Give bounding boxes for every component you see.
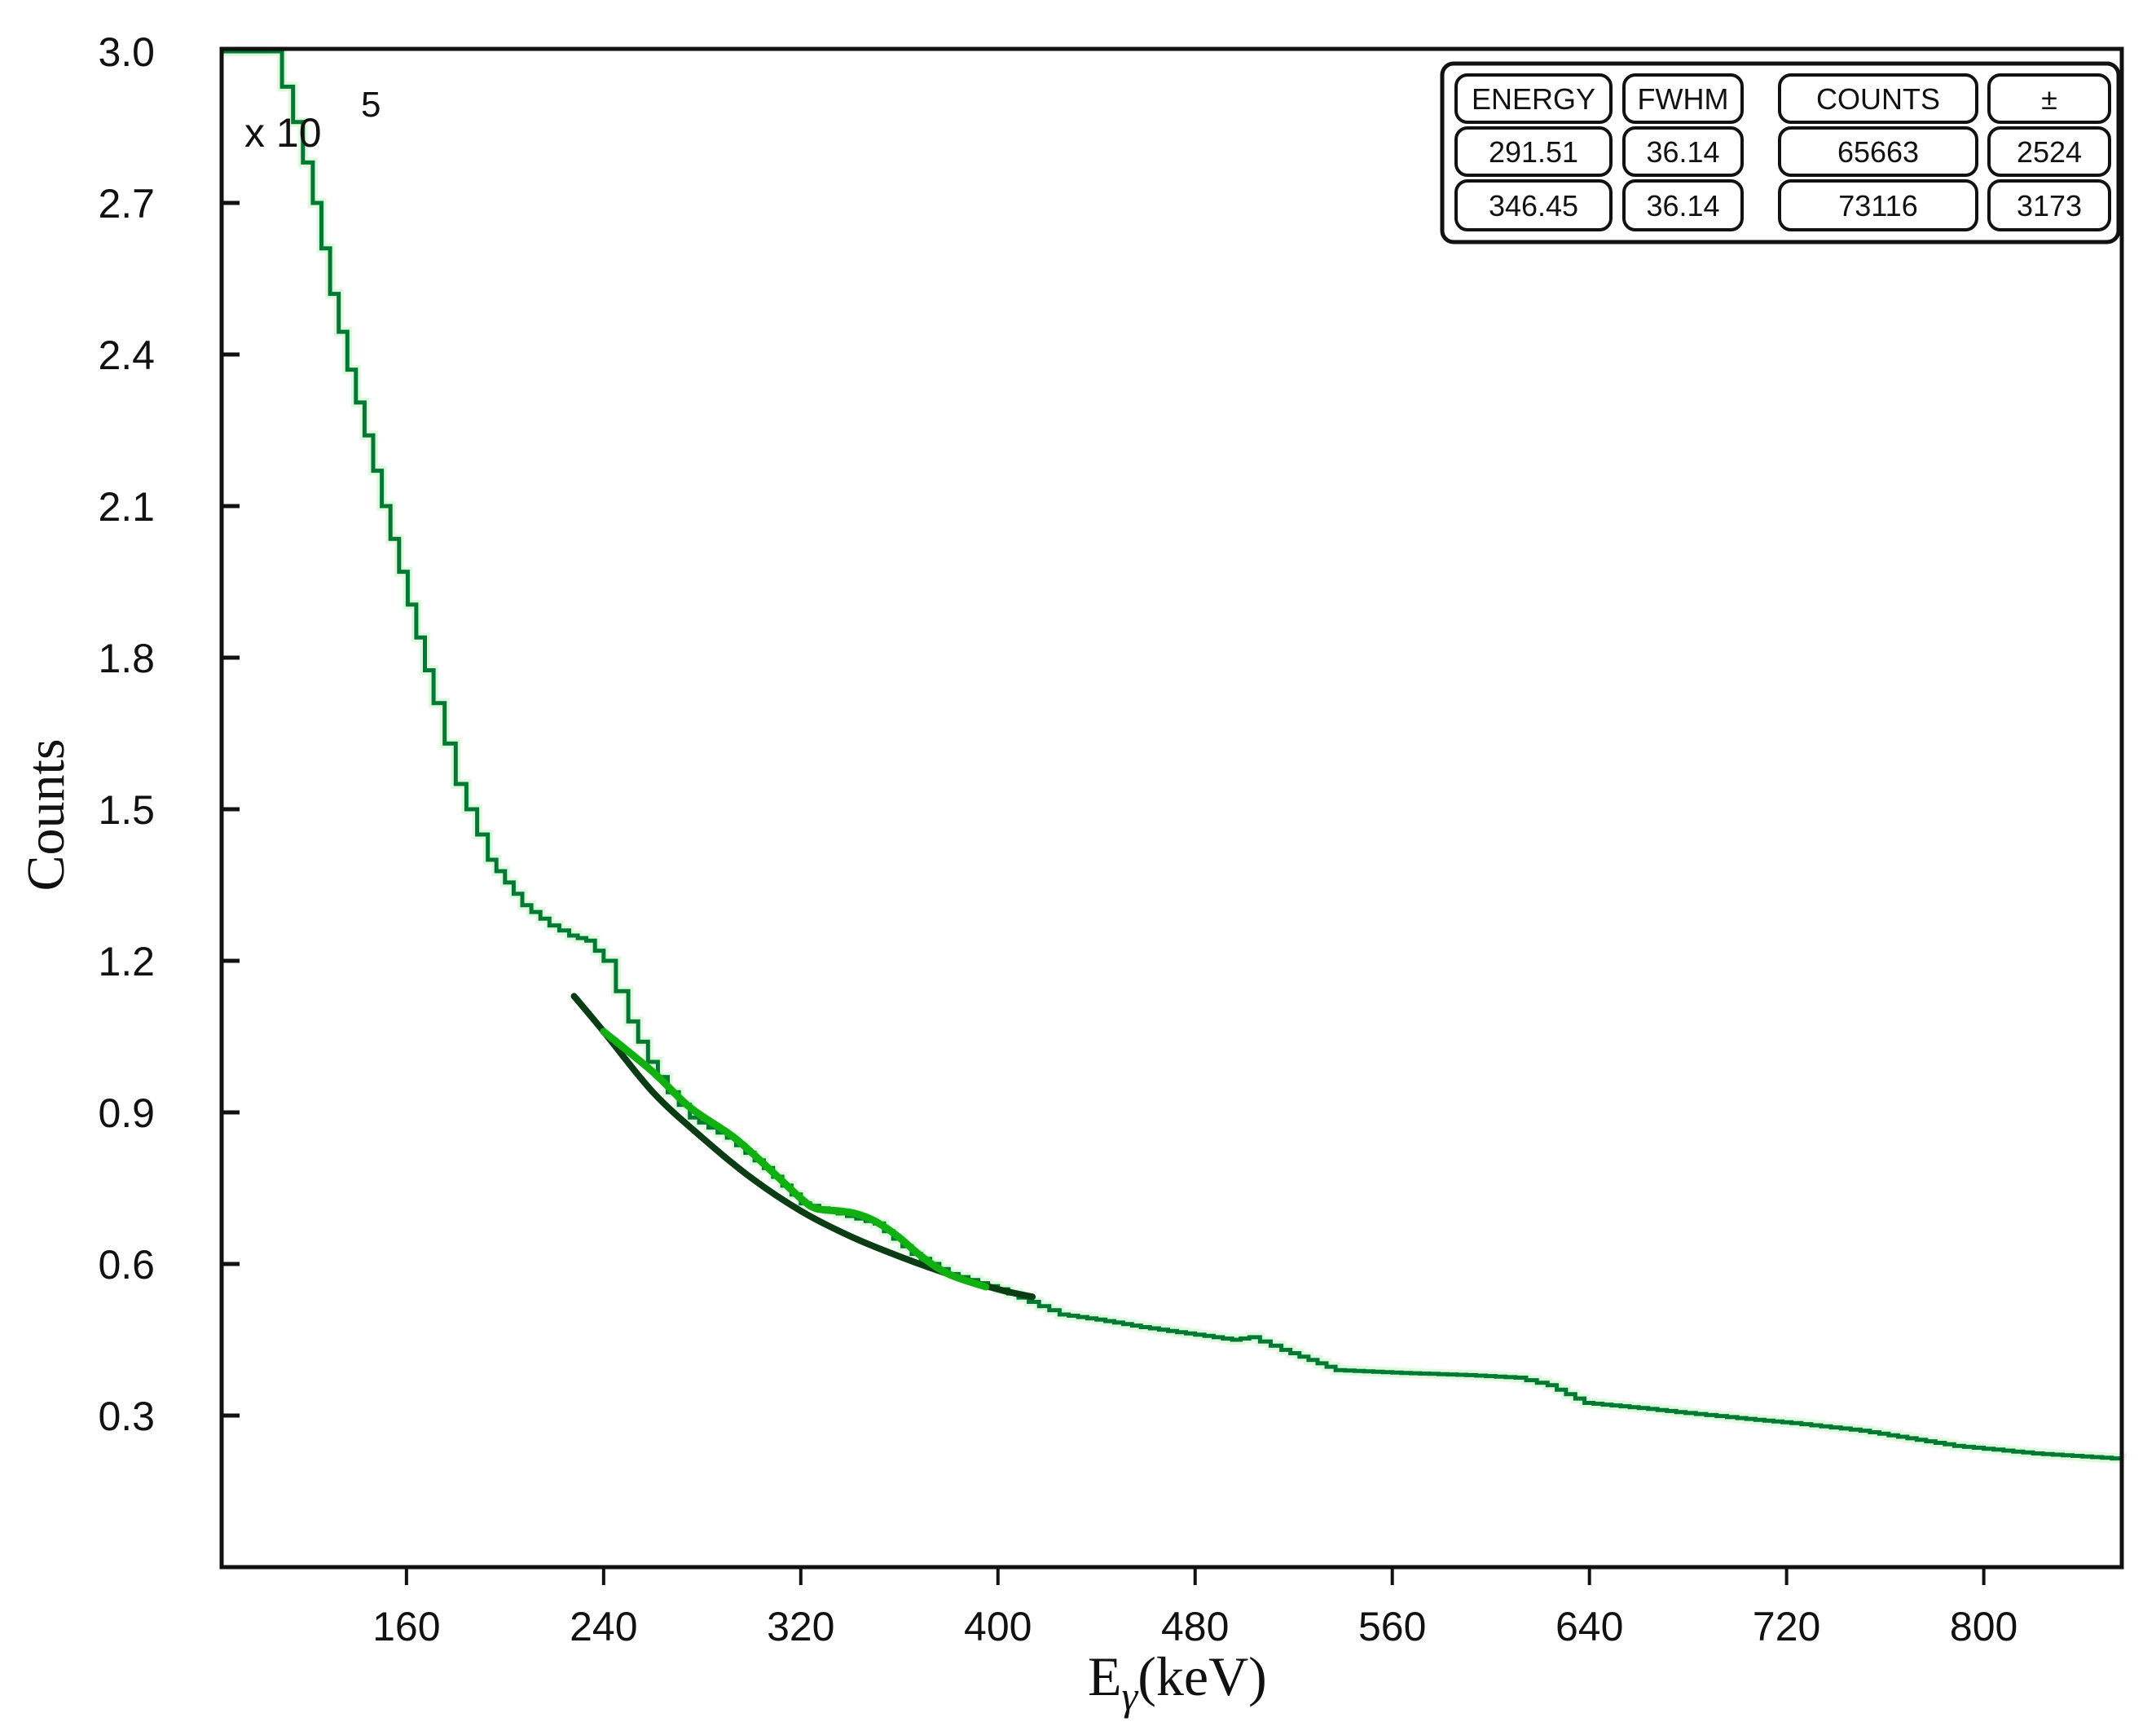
table-cell-text: 36.14 (1646, 189, 1719, 222)
table-cell (1454, 126, 1613, 177)
y-tick-label: 2.7 (98, 181, 155, 227)
table-header-text: ENERGY (1472, 82, 1595, 116)
y-axis-title: Counts (16, 738, 76, 891)
x-tick-label: 320 (767, 1604, 834, 1649)
y-axis-ticks: 0.3 0.6 0.9 1.2 1.5 1.8 2.1 2.4 2.7 3.0 (98, 29, 240, 1439)
y-tick-label: 0.3 (98, 1394, 155, 1439)
table-cell (1622, 179, 1744, 231)
table-cell (1778, 126, 1978, 177)
table-header-text: ± (2041, 82, 2057, 116)
x-tick-label: 560 (1358, 1604, 1426, 1649)
table-cell-text: 2524 (2017, 135, 2082, 169)
spectrum-line (222, 49, 2124, 1461)
y-tick-label: 0.6 (98, 1242, 155, 1288)
x-tick-label: 240 (570, 1604, 637, 1649)
spectrum-glow (222, 46, 2127, 1464)
y-tick-label: 0.9 (98, 1090, 155, 1136)
table-cell-text: 36.14 (1646, 135, 1719, 169)
table-cell-text: 73116 (1838, 189, 1917, 222)
table-header-cell (1987, 73, 2111, 124)
y-tick-label: 1.2 (98, 939, 155, 984)
y-tick-label: 1.5 (98, 787, 155, 833)
table-header-cell (1778, 73, 1978, 124)
x-axis-title: Eγ(keV) (1088, 1645, 1267, 1719)
y-tick-label: 3.0 (98, 29, 155, 75)
table-cell-text: 3173 (2017, 189, 2082, 222)
table-header-cell (1622, 73, 1744, 124)
y-tick-label: 1.8 (98, 636, 155, 681)
x-tick-label: 160 (372, 1604, 440, 1649)
y-tick-label: 2.4 (98, 332, 155, 378)
table-header-text: FWHM (1638, 82, 1729, 116)
x-tick-label: 640 (1555, 1604, 1623, 1649)
table-cell-text: 291.51 (1489, 135, 1578, 169)
peak-fit-line (600, 1028, 990, 1291)
x-tick-label: 800 (1950, 1604, 2017, 1649)
x-tick-label: 480 (1161, 1604, 1229, 1649)
x-tick-label: 400 (964, 1604, 1032, 1649)
table-cell (1987, 126, 2111, 177)
peak-table: ENERGY FWHM COUNTS ±291.51 36.14 65663 2524 346… (1440, 61, 2121, 244)
table-cell (1987, 179, 2111, 231)
y-multiplier: x 10 (244, 110, 322, 156)
y-multiplier-exponent: 5 (361, 85, 381, 125)
plot-frame (219, 46, 2124, 1570)
table-cell (1454, 179, 1613, 231)
x-tick-label: 720 (1753, 1604, 1820, 1649)
table-cell-text: 65663 (1837, 135, 1919, 169)
series-layer (222, 46, 2127, 1464)
y-tick-label: 2.1 (98, 484, 155, 530)
table-header-text: COUNTS (1816, 82, 1940, 116)
table-cell-text: 346.45 (1489, 189, 1578, 222)
table-cell (1778, 179, 1978, 231)
table-cell (1622, 126, 1744, 177)
x-axis-ticks: 160 240 320 400 480 560 640 720 800 (372, 1567, 2017, 1649)
table-header-cell (1454, 73, 1613, 124)
